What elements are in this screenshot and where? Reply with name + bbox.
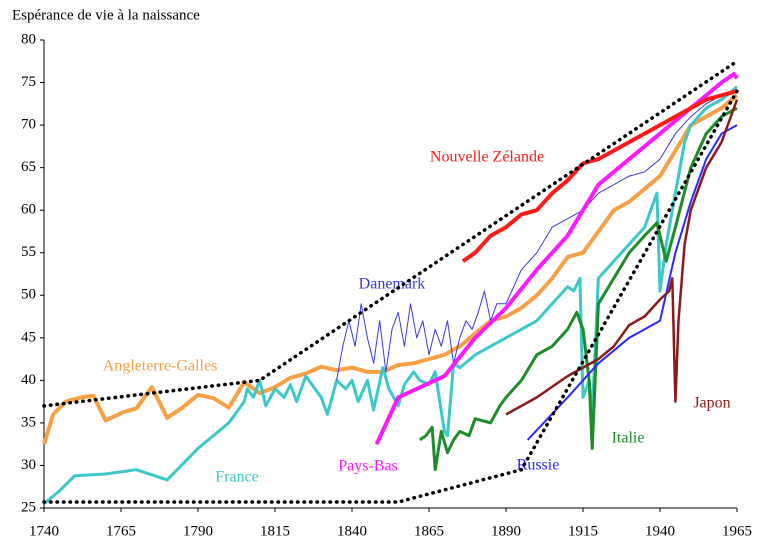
envelope-line [42,59,739,408]
series-line [526,124,738,441]
series-line [505,99,739,416]
series-label: Pays-Bas [338,458,398,475]
series-label: Italie [612,430,645,447]
x-tick-label: 1865 [414,523,444,539]
chart-title: Espérance de vie à la naissance [12,7,200,23]
y-tick-label: 55 [21,244,36,260]
x-tick-label: 1765 [106,523,136,539]
envelope-line [42,89,739,504]
y-tick-label: 40 [21,372,36,388]
series-line [374,72,739,446]
y-tick-label: 70 [21,117,36,133]
series-label: Russie [517,457,560,474]
x-tick-label: 1890 [491,523,521,539]
y-tick-label: 80 [21,31,36,47]
x-tick-label: 1840 [337,523,367,539]
x-tick-label: 1790 [183,523,213,539]
y-tick-label: 65 [21,159,36,175]
series-line [43,85,738,505]
series-label: France [215,469,259,486]
series-line [418,106,738,472]
series-label: Angleterre-Galles [103,358,218,375]
x-tick-label: 1940 [645,523,675,539]
series-label: Japon [693,395,730,412]
series-label: Nouvelle Zélande [430,149,544,166]
series-line [336,90,738,381]
y-tick-label: 75 [21,74,36,90]
x-tick-label: 1815 [260,523,290,539]
series-line [461,89,738,263]
y-tick-label: 35 [21,414,36,430]
y-tick-label: 45 [21,329,36,345]
y-tick-label: 30 [21,457,36,473]
x-tick-label: 1740 [29,523,59,539]
x-tick-label: 1915 [568,523,598,539]
x-tick-label: 1965 [722,523,752,539]
y-tick-label: 25 [21,499,36,515]
y-tick-label: 60 [21,202,36,218]
y-tick-label: 50 [21,287,36,303]
